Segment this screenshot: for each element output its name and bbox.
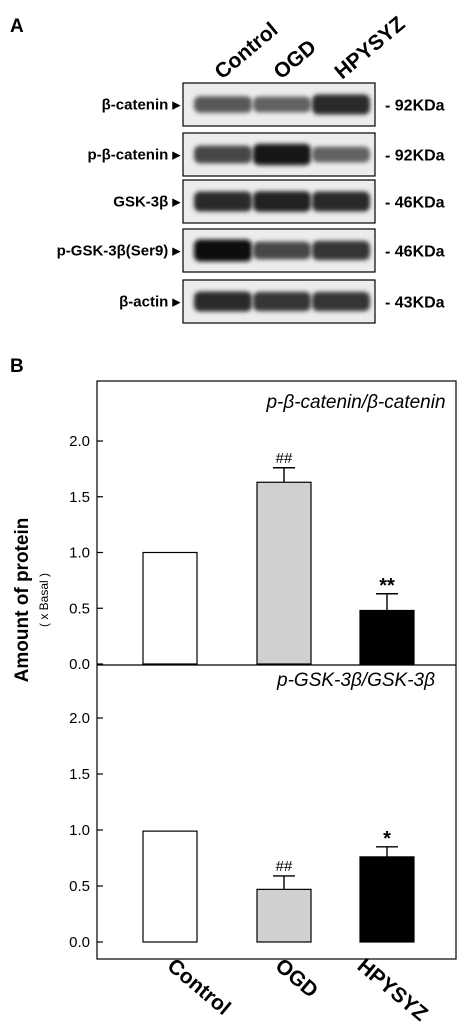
blot-row: GSK-3β ▸ - 46KDa [113, 179, 445, 224]
blot-band [253, 191, 311, 212]
lane-label-ogd: OGD [269, 35, 320, 83]
blot-row-kda: - 92KDa [385, 148, 445, 165]
y-tick-label: 0.5 [69, 600, 90, 617]
significance-label: * [383, 828, 391, 850]
y-tick-label: 0.5 [69, 878, 90, 895]
lane-labels: Control OGD HPYSYZ [210, 12, 409, 84]
x-label-control: Control [163, 954, 235, 1020]
blot-band [253, 291, 311, 312]
bar-charts: p-β-catenin/β-catenin0.00.51.01.52.0##**… [69, 392, 445, 951]
y-tick-label: 1.0 [69, 822, 90, 839]
y-axis-label: Amount of protein [12, 518, 33, 683]
blot-band [312, 146, 370, 163]
bar [359, 856, 415, 943]
blot-band [253, 96, 311, 113]
blot-band [194, 291, 252, 312]
blot-row-label: p-GSK-3β(Ser9) ▸ [57, 243, 182, 260]
bar-chart: p-β-catenin/β-catenin 0.0 0.5 1.0 1.5 2.0 ## ** [69, 392, 445, 673]
blot-band [194, 96, 252, 113]
blot-band [194, 145, 252, 164]
significance-label: ## [276, 450, 293, 467]
y-axis-sublabel: ( x Basal ) [37, 573, 51, 627]
blot-row-kda: - 46KDa [385, 244, 445, 261]
y-tick-label: 1.5 [69, 489, 90, 506]
bar [142, 830, 198, 943]
blot-row: p-GSK-3β(Ser9) ▸ - 46KDa [57, 228, 445, 273]
blot-row: β-actin ▸ - 43KDa [119, 279, 445, 324]
blot-band [194, 191, 252, 212]
blot-band [194, 239, 252, 262]
bar [359, 609, 415, 665]
western-blot-rows: β-catenin ▸ - 92KDa p-β-catenin ▸ - 92KDa GS… [57, 82, 445, 324]
y-tick-label: 1.5 [69, 766, 90, 783]
panel-b-letter: B [10, 356, 24, 377]
blot-band [312, 240, 370, 261]
y-tick-label: 0.0 [69, 934, 90, 951]
blot-row-label: p-β-catenin ▸ [87, 147, 181, 164]
blot-row-kda: - 92KDa [385, 98, 445, 115]
bar-chart: p-GSK-3β/GSK-3β 0.0 0.5 1.0 1.5 2.0 ## * [69, 670, 435, 951]
chart-title: p-β-catenin/β-catenin [265, 392, 445, 413]
significance-label: ** [379, 575, 395, 597]
y-tick-label: 1.0 [69, 545, 90, 562]
blot-band [312, 291, 370, 312]
y-tick-label: 0.0 [69, 656, 90, 673]
blot-row: p-β-catenin ▸ - 92KDa [87, 132, 445, 177]
blot-row-label: GSK-3β ▸ [113, 194, 181, 211]
blot-band [312, 94, 370, 115]
x-label-hpysyz: HPYSYZ [353, 954, 432, 1026]
y-axis-sublabel-group: ( x Basal ) [37, 573, 51, 627]
lane-label-hpysyz: HPYSYZ [330, 12, 409, 84]
blot-row: β-catenin ▸ - 92KDa [102, 82, 445, 127]
significance-label: ## [276, 858, 293, 875]
bar [256, 888, 312, 943]
blot-row-label: β-actin ▸ [119, 294, 181, 311]
y-axis-label-group: Amount of protein [12, 518, 33, 683]
lane-label-control: Control [210, 18, 282, 84]
blot-band [253, 143, 311, 166]
y-tick-label: 2.0 [69, 433, 90, 450]
y-tick-label: 2.0 [69, 710, 90, 727]
blot-band [312, 191, 370, 212]
panel-a-letter: A [10, 16, 24, 37]
blot-row-kda: - 46KDa [385, 195, 445, 212]
bar [256, 481, 312, 665]
blot-row-label: β-catenin ▸ [102, 97, 182, 114]
bar [142, 551, 198, 665]
chart-title: p-GSK-3β/GSK-3β [276, 670, 435, 691]
x-category-labels: Control OGD HPYSYZ [163, 954, 432, 1026]
chart-frame [96, 380, 457, 960]
blot-band [253, 241, 311, 260]
x-label-ogd: OGD [271, 954, 322, 1002]
blot-row-kda: - 43KDa [385, 295, 445, 312]
